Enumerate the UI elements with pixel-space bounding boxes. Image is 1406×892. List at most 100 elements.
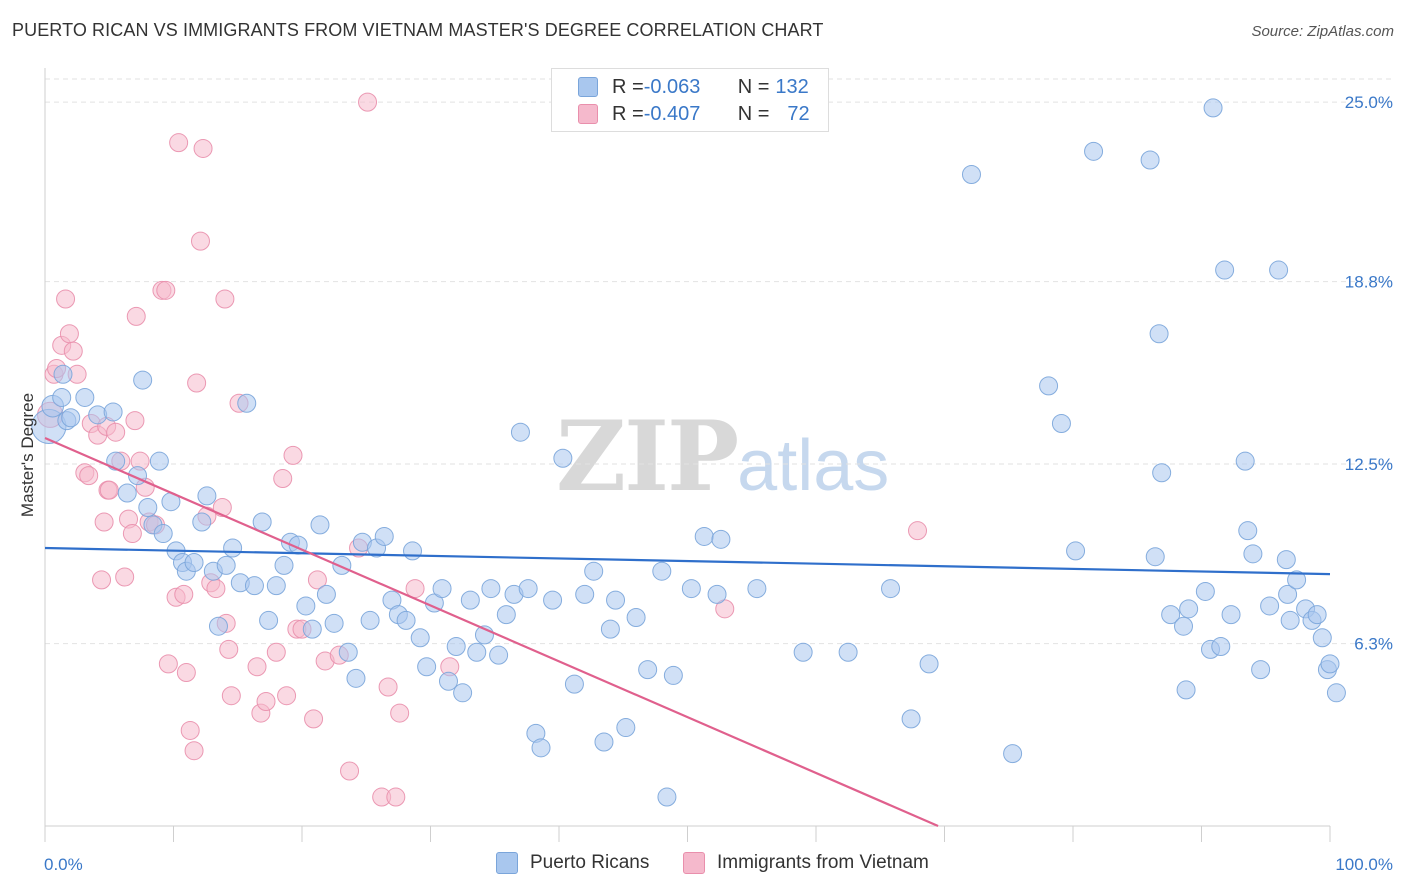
vietnam-point xyxy=(212,497,232,517)
puerto-rican-point xyxy=(531,738,551,758)
puerto-rican-point xyxy=(216,555,236,575)
correlation-legend: R = -0.063 N = 132 R = -0.407 N = 72 xyxy=(551,68,829,132)
vietnam-point xyxy=(169,133,189,153)
puerto-rican-point xyxy=(1215,260,1235,280)
puerto-rican-point xyxy=(694,526,714,546)
puerto-rican-point xyxy=(1084,141,1104,161)
puerto-rican-point xyxy=(1152,463,1172,483)
puerto-rican-point xyxy=(1179,599,1199,619)
puerto-rican-point xyxy=(626,608,646,628)
puerto-rican-point xyxy=(481,579,501,599)
puerto-rican-point xyxy=(510,422,530,442)
source-label: Source: ZipAtlas.com xyxy=(1251,23,1394,40)
puerto-rican-point xyxy=(606,590,626,610)
puerto-rican-point xyxy=(1003,744,1023,764)
puerto-rican-point xyxy=(1320,654,1340,674)
puerto-rican-point xyxy=(1145,547,1165,567)
puerto-rican-point xyxy=(1066,541,1086,561)
puerto-rican-point xyxy=(338,642,358,662)
puerto-rican-point xyxy=(149,451,169,471)
vietnam-point xyxy=(184,741,204,761)
puerto-rican-point xyxy=(657,787,677,807)
puerto-rican-trend-line xyxy=(44,546,1331,576)
vietnam-trend-line xyxy=(44,436,939,828)
vietnam-point xyxy=(180,720,200,740)
watermark: ZIPatlas xyxy=(556,400,889,513)
puerto-rican-point xyxy=(793,642,813,662)
puerto-rican-point xyxy=(296,596,316,616)
puerto-rican-point xyxy=(584,561,604,581)
watermark-atlas: atlas xyxy=(737,426,890,506)
puerto-rican-point xyxy=(1243,544,1263,564)
vietnam-points xyxy=(37,92,928,807)
legend-n-label: N = xyxy=(737,102,770,125)
puerto-rican-point xyxy=(88,405,108,425)
vietnam-point xyxy=(273,469,293,489)
puerto-rican-point xyxy=(75,387,95,407)
puerto-rican-point xyxy=(1221,605,1241,625)
puerto-rican-point xyxy=(1238,521,1258,541)
puerto-rican-point xyxy=(208,616,228,636)
puerto-rican-point xyxy=(197,486,217,506)
vietnam-point xyxy=(386,787,406,807)
puerto-rican-point xyxy=(575,584,595,604)
puerto-rican-point xyxy=(52,387,72,407)
puerto-rican-point xyxy=(961,165,981,185)
puerto-rican-point xyxy=(1174,616,1194,636)
grid-lines xyxy=(45,78,1395,645)
puerto-rican-point xyxy=(707,584,727,604)
puerto-rican-point xyxy=(274,555,294,575)
vietnam-point xyxy=(106,422,126,442)
vietnam-point xyxy=(187,373,207,393)
puerto-rican-point xyxy=(1278,584,1298,604)
vietnam-point xyxy=(221,686,241,706)
vietnam-point xyxy=(358,92,378,112)
puerto-rican-point xyxy=(1039,376,1059,396)
puerto-rican-point xyxy=(518,579,538,599)
puerto-rican-point xyxy=(403,541,423,561)
puerto-rican-point xyxy=(1051,414,1071,434)
puerto-rican-point xyxy=(616,718,636,738)
puerto-rican-point xyxy=(553,448,573,468)
puerto-rican-point xyxy=(1326,683,1346,703)
puerto-rican-point xyxy=(1140,150,1160,170)
legend-label-vietnam: Immigrants from Vietnam xyxy=(717,852,929,873)
puerto-rican-point xyxy=(1195,581,1215,601)
legend-r-label: R = xyxy=(612,102,644,125)
legend-item-puerto-ricans: Puerto Ricans xyxy=(496,852,649,874)
puerto-rican-point xyxy=(396,610,416,630)
puerto-rican-point xyxy=(881,579,901,599)
puerto-rican-point xyxy=(106,451,126,471)
vietnam-point xyxy=(206,579,226,599)
axes xyxy=(44,68,1331,842)
puerto-rican-point xyxy=(302,619,322,639)
puerto-rican-point xyxy=(266,576,286,596)
y-tick-label: 18.8% xyxy=(1345,273,1393,292)
vietnam-point xyxy=(283,445,303,465)
puerto-rican-point xyxy=(103,402,123,422)
puerto-rican-point xyxy=(1260,596,1280,616)
puerto-rican-point xyxy=(346,668,366,688)
y-tick-label: 25.0% xyxy=(1345,93,1393,112)
legend-r-value: -0.407 xyxy=(643,102,701,125)
vietnam-point xyxy=(126,306,146,326)
puerto-rican-point xyxy=(1176,680,1196,700)
puerto-rican-point xyxy=(184,553,204,573)
vietnam-point xyxy=(92,570,112,590)
puerto-rican-point xyxy=(446,636,466,656)
vietnam-point xyxy=(99,480,119,500)
puerto-rican-point xyxy=(1307,605,1327,625)
legend-n-value: 72 xyxy=(787,102,810,125)
puerto-rican-point xyxy=(543,590,563,610)
puerto-rican-point xyxy=(1251,660,1271,680)
puerto-rican-point xyxy=(1276,550,1296,570)
vietnam-point xyxy=(215,289,235,309)
trend-lines xyxy=(44,436,1331,828)
puerto-rican-point xyxy=(1269,260,1289,280)
puerto-rican-point xyxy=(460,590,480,610)
x-tick-label: 100.0% xyxy=(1335,855,1393,874)
series-legend: Puerto Ricans Immigrants from Vietnam xyxy=(0,852,1406,878)
vietnam-point xyxy=(256,691,276,711)
legend-swatch-blue xyxy=(496,852,518,874)
puerto-rican-points xyxy=(31,98,1346,807)
